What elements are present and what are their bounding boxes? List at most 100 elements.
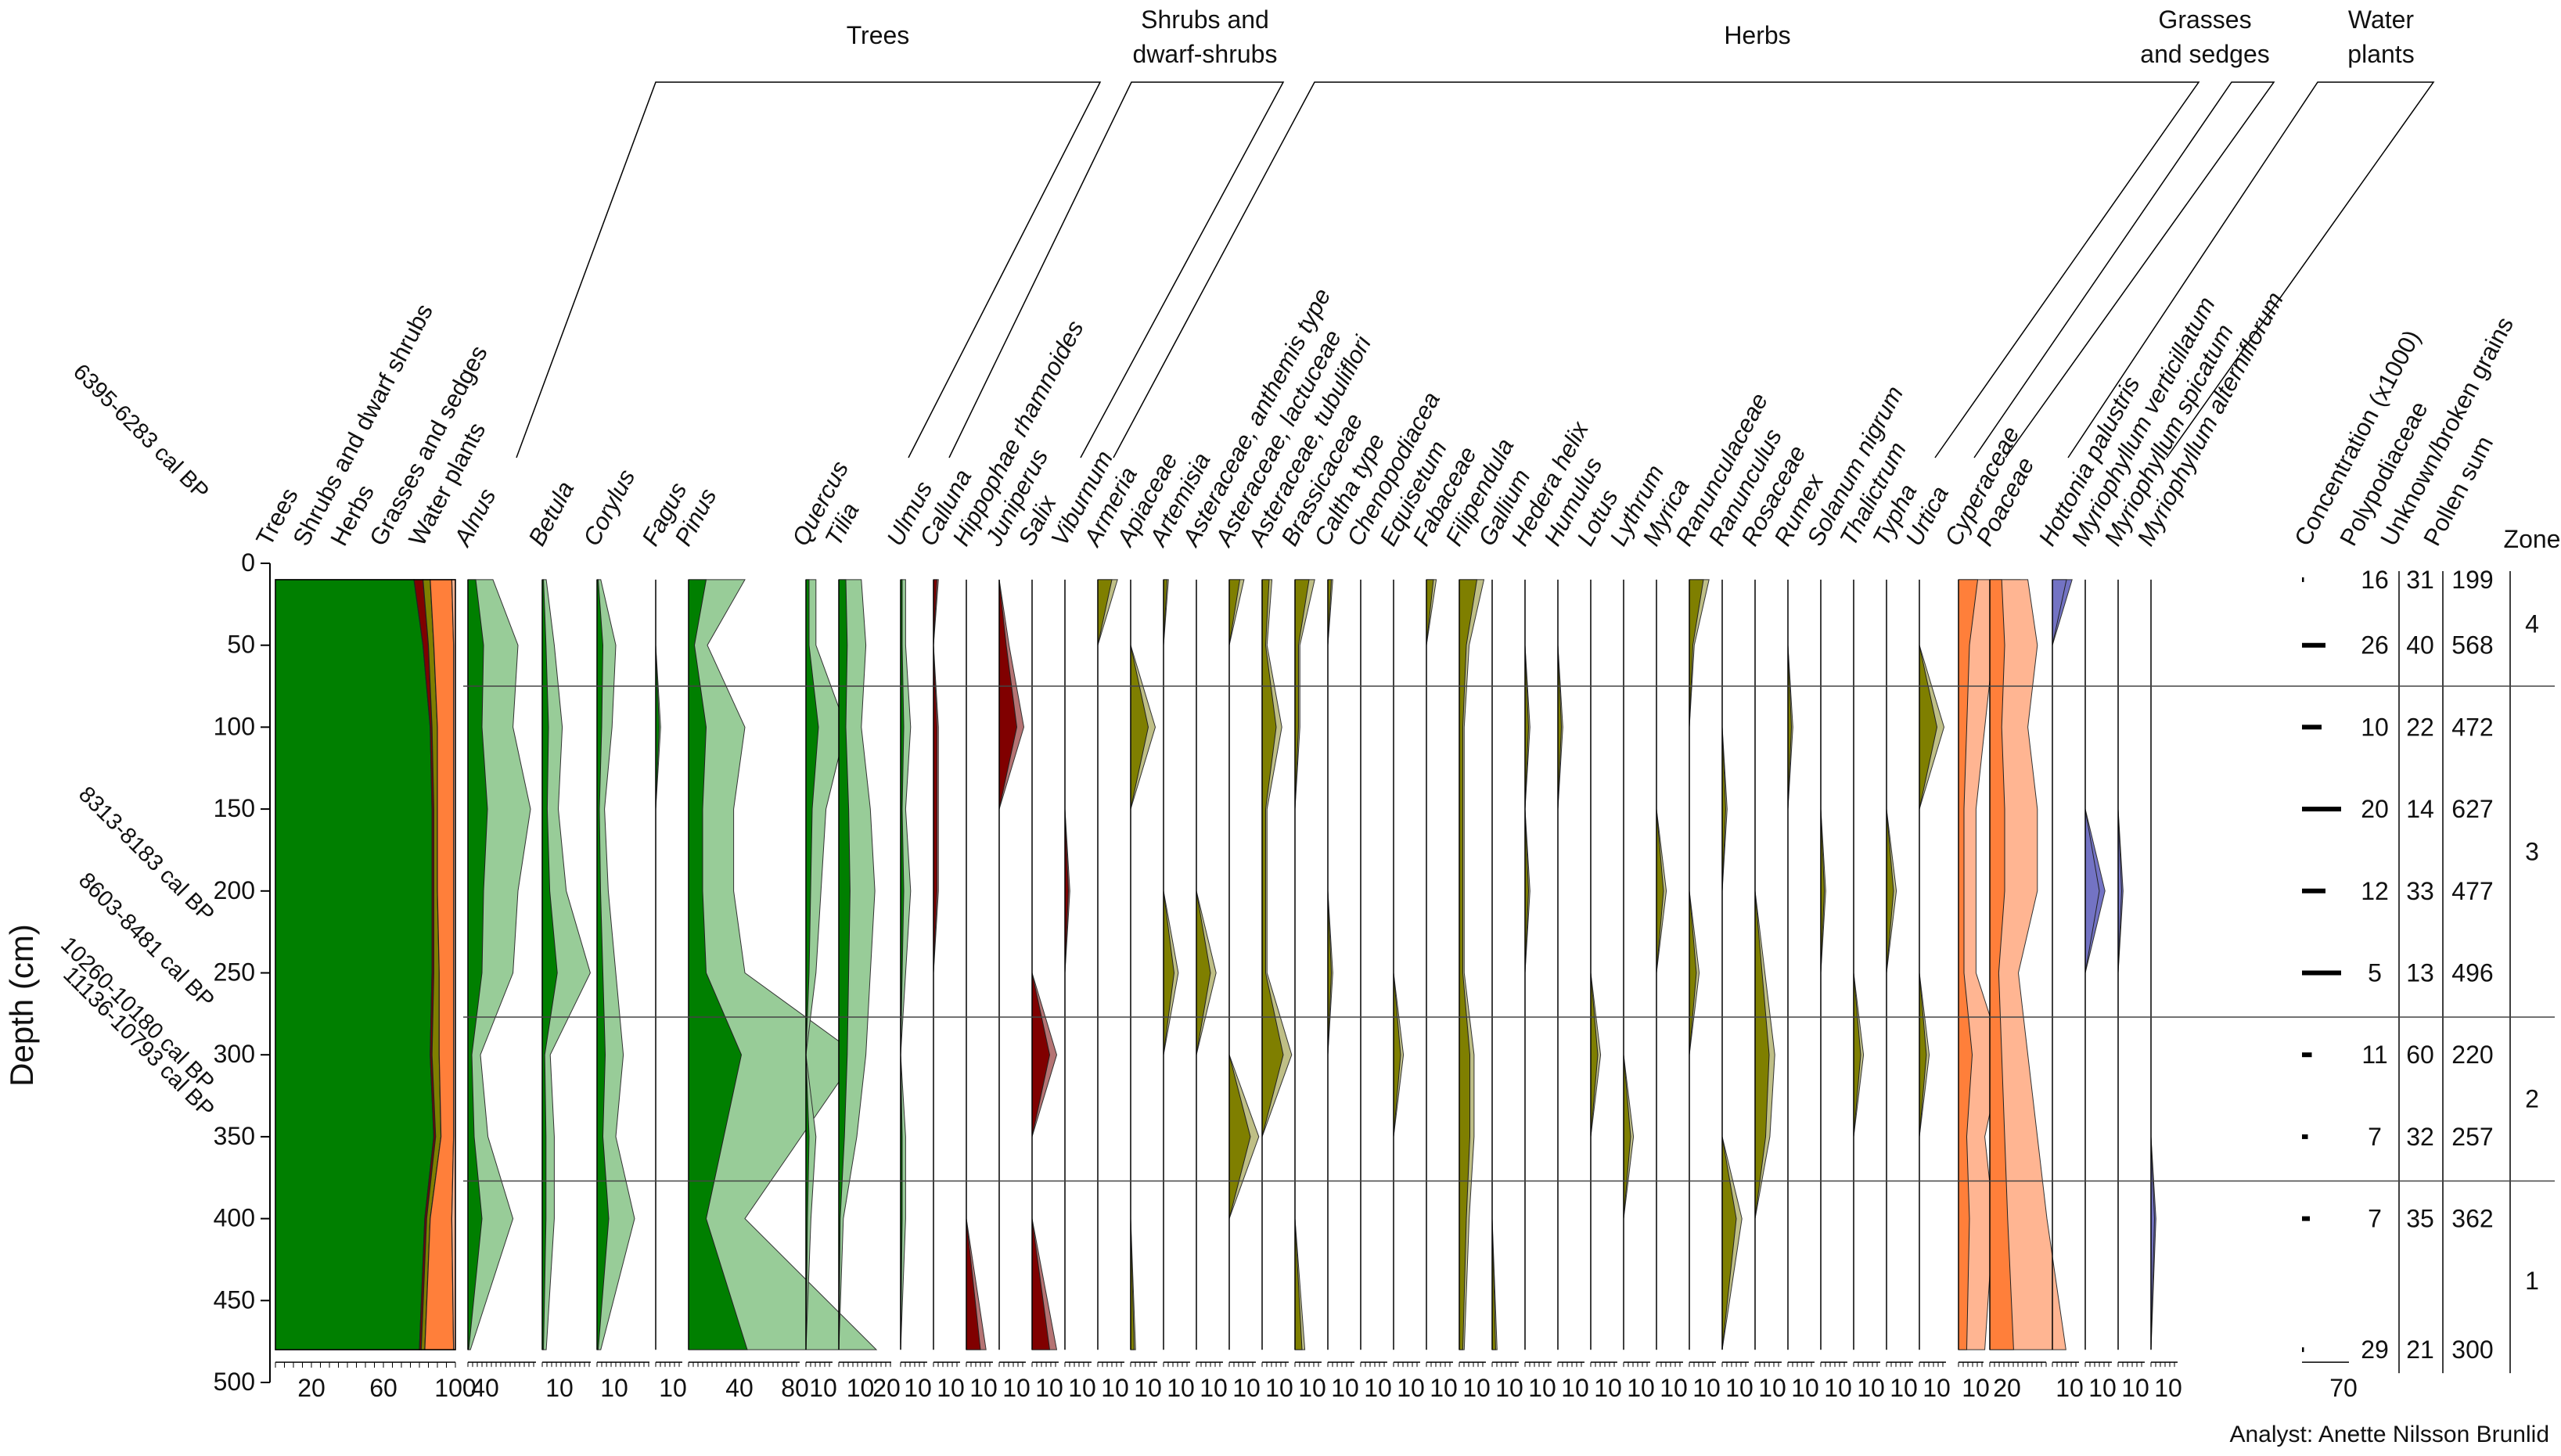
taxon-panel-fabaceae: 10 <box>1426 579 1458 1402</box>
taxon-panel-corylus: 10 <box>596 579 649 1402</box>
group-header-shrubs-line2: dwarf-shrubs <box>1133 40 1278 68</box>
taxon-tick-label: 80 <box>781 1374 809 1402</box>
taxon-panel-ranunculaceae: 10 <box>1689 579 1721 1402</box>
taxon-panel-caltha-type: 10 <box>1327 579 1359 1402</box>
taxon-tick-label: 10 <box>2056 1374 2084 1402</box>
taxon-exaggerated <box>1393 579 1405 1350</box>
taxon-panel-thalictrum: 10 <box>1853 579 1885 1402</box>
taxon-tick-label: 10 <box>1068 1374 1096 1402</box>
taxon-tick-label: 10 <box>1594 1374 1622 1402</box>
taxon-values <box>1459 579 1478 1350</box>
taxon-panel-urtica: 10 <box>1919 579 1951 1402</box>
taxon-tick-label: 10 <box>1758 1374 1786 1402</box>
taxon-tick-label: 10 <box>847 1374 875 1402</box>
column-pollen-sum: 199 568 472 627 477 496 220 257 362 300 <box>2451 566 2493 1364</box>
taxon-tick-label: 10 <box>1495 1374 1523 1402</box>
summary-tick-label: 60 <box>369 1374 397 1402</box>
taxon-tick-label: 10 <box>1101 1374 1129 1402</box>
zone-number: 1 <box>2525 1267 2539 1295</box>
taxon-panel-equisetum: 10 <box>1393 579 1425 1402</box>
column-value: 16 <box>2361 566 2389 594</box>
taxon-values <box>1163 579 1175 1350</box>
taxon-tick-label: 10 <box>2088 1374 2117 1402</box>
depth-tick-label: 200 <box>214 876 255 904</box>
column-value: 7 <box>2368 1123 2382 1151</box>
taxon-tick-label: 10 <box>969 1374 998 1402</box>
taxon-exaggerated <box>1623 579 1635 1350</box>
leader-grasses <box>1973 81 2275 458</box>
depth-tick-label: 500 <box>214 1368 255 1396</box>
column-value: 472 <box>2451 713 2493 741</box>
taxon-tick-label: 10 <box>1660 1374 1688 1402</box>
depth-tick-label: 450 <box>214 1285 255 1314</box>
taxon-values <box>1989 579 2014 1350</box>
taxon-tick-label: 10 <box>1692 1374 1721 1402</box>
column-value: 362 <box>2451 1205 2493 1233</box>
taxon-tick-label: 10 <box>1200 1374 1228 1402</box>
taxon-panel-hedera-helix: 10 <box>1524 579 1556 1402</box>
taxon-exaggerated <box>1989 579 2066 1350</box>
taxon-values <box>541 579 558 1350</box>
column-value: 5 <box>2368 959 2382 987</box>
date-label: 6395-6283 cal BP <box>68 359 214 505</box>
taxon-values <box>1097 579 1113 1350</box>
taxon-panel-quercus: 10 <box>805 579 847 1402</box>
taxon-exaggerated <box>1853 579 1865 1350</box>
taxon-values <box>1393 579 1401 1350</box>
taxon-panel-lotus: 10 <box>1590 579 1622 1402</box>
column-value: 40 <box>2406 631 2434 660</box>
taxon-tick-label: 20 <box>1993 1374 2021 1402</box>
taxon-tick-label: 10 <box>1331 1374 1359 1402</box>
group-leader-lines <box>516 81 2435 458</box>
taxon-panel-asteraceae-anthemis-type: 10 <box>1196 579 1228 1402</box>
taxon-panel-rumex: 10 <box>1787 579 1819 1402</box>
taxon-panel-alnus: 40 <box>467 579 536 1402</box>
taxon-panel-hottonia-palustris: 10 <box>2052 579 2084 1402</box>
taxon-tick-label: 10 <box>1962 1374 1990 1402</box>
taxon-tick-label: 10 <box>659 1374 687 1402</box>
column-value: 29 <box>2361 1336 2389 1364</box>
leader-trees <box>516 81 1102 458</box>
column-value: 257 <box>2451 1123 2493 1151</box>
taxon-tick-label: 10 <box>2154 1374 2182 1402</box>
leader-herbs <box>1113 81 2200 458</box>
depth-tick-label: 150 <box>214 794 255 822</box>
taxon-tick-label: 10 <box>2121 1374 2149 1402</box>
zone-lines <box>463 685 2555 1182</box>
column-value: 496 <box>2451 959 2493 987</box>
summary-tick-label: 100 <box>434 1374 476 1402</box>
taxon-panel-betula: 10 <box>541 579 591 1402</box>
depth-tick-label: 400 <box>214 1204 255 1232</box>
taxon-exaggerated <box>596 579 635 1350</box>
taxon-tick-label: 10 <box>1791 1374 1819 1402</box>
taxon-values <box>1656 579 1664 1350</box>
summary-panel: 20 60 100 <box>275 579 477 1402</box>
taxon-values <box>467 579 488 1350</box>
taxon-panel-brassicaceae: 10 <box>1294 579 1326 1402</box>
taxon-exaggerated <box>541 579 591 1350</box>
taxon-panel-salix: 10 <box>1031 579 1063 1402</box>
column-value: 477 <box>2451 877 2493 905</box>
taxon-exaggerated <box>1426 579 1437 1350</box>
taxon-values <box>596 579 610 1350</box>
taxon-exaggerated <box>1097 579 1118 1350</box>
taxon-tick-label: 10 <box>937 1374 965 1402</box>
taxon-panel-ranunculus: 10 <box>1721 579 1753 1402</box>
taxon-values <box>838 579 851 1350</box>
taxon-values <box>1294 579 1310 1350</box>
taxon-exaggerated <box>2052 579 2073 1350</box>
depth-axis: 0 50 100 150 200 250 300 350 400 450 500 Depth (cm) <box>3 548 271 1396</box>
concentration-panel: 70 <box>2302 577 2358 1402</box>
taxon-panel-asteraceae-lactuceae: 10 <box>1228 579 1261 1402</box>
taxon-values <box>900 579 905 1350</box>
taxon-exaggerated <box>1886 579 1897 1350</box>
column-value: 10 <box>2361 713 2389 741</box>
taxon-panel-rosaceae: 10 <box>1754 579 1786 1402</box>
taxon-panel-myriophyllum-alterniflorum: 10 <box>2150 579 2182 1402</box>
taxon-tick-label: 10 <box>1627 1374 1655 1402</box>
column-value: 627 <box>2451 795 2493 823</box>
group-header-herbs: Herbs <box>1724 21 1790 49</box>
column-value: 21 <box>2406 1336 2434 1364</box>
